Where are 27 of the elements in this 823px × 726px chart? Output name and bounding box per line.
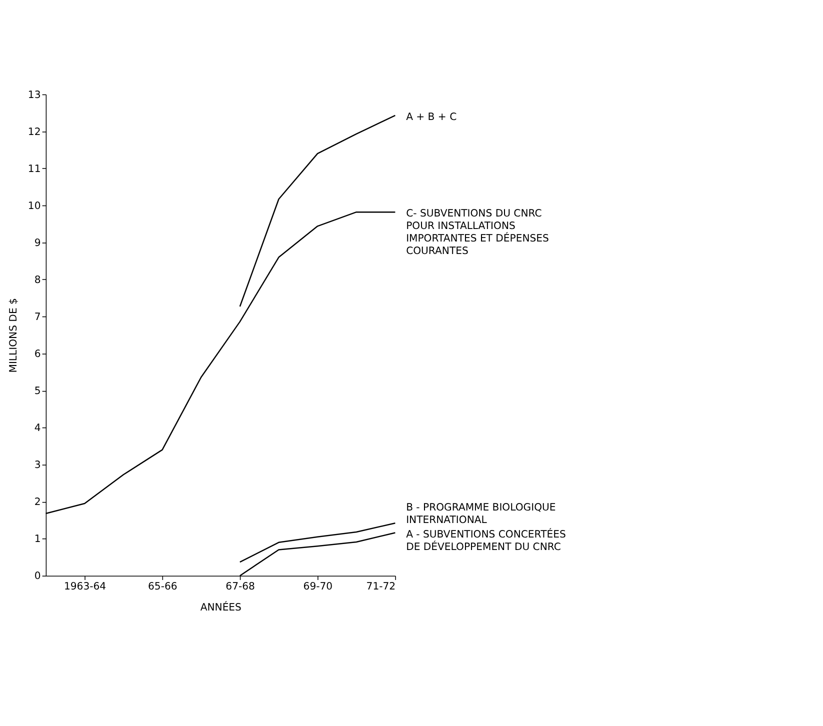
x-tick-label: 69-70 — [303, 581, 333, 592]
y-tick-label: 5 — [34, 386, 41, 398]
series-label: B - PROGRAMME BIOLOGIQUE INTERNATIONAL — [406, 502, 556, 526]
y-tick-label: 10 — [28, 200, 41, 212]
y-tick-label: 6 — [34, 349, 41, 360]
line-series — [239, 114, 396, 308]
series-label: C- SUBVENTIONS DU CNRC POUR INSTALLATIONS IMPORTANTES ET DÉPENSES COURANTES — [406, 208, 549, 258]
x-tick-label: 67-68 — [226, 581, 255, 592]
x-tick-label: 71-72 — [366, 581, 396, 592]
y-tick-label: 8 — [34, 274, 41, 286]
y-tick-label: 0 — [34, 571, 41, 582]
x-tick-label: 1963-64 — [64, 581, 106, 592]
y-axis-title: MILLIONS DE $ — [8, 298, 20, 373]
y-tick-label: 3 — [34, 460, 41, 472]
y-tick-label: 13 — [28, 90, 41, 101]
y-tick-label: 12 — [28, 126, 41, 138]
y-tick-label: 1 — [34, 534, 41, 546]
y-tick-label: 7 — [34, 312, 41, 324]
line-series — [239, 522, 396, 563]
y-tick-label: 9 — [34, 238, 41, 249]
series-label: A - SUBVENTIONS CONCERTÉES DE DÉVELOPPEMENT DU CNRC — [406, 527, 566, 553]
series-label: A + B + C — [406, 112, 457, 124]
x-tick-label: 65-66 — [148, 581, 178, 592]
x-axis-title: ANNÉES — [200, 600, 242, 614]
y-tick-label: 11 — [28, 164, 41, 175]
y-tick-label: 2 — [34, 497, 41, 508]
y-tick-label: 4 — [34, 423, 41, 434]
